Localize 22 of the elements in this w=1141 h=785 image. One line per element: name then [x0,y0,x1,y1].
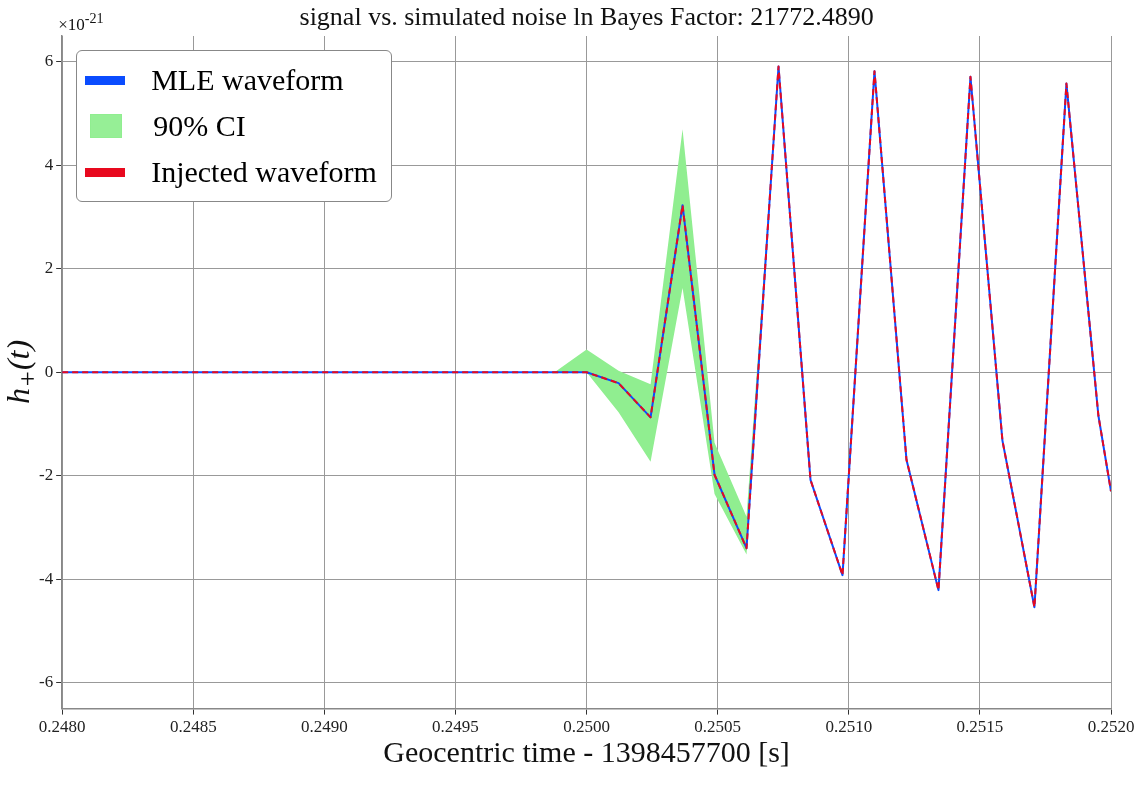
x-axis-title: Geocentric time - 1398457700 [s] [383,734,790,769]
y-tick-label: 2 [44,258,54,278]
y-tick-label: -6 [38,672,54,692]
x-tick-label: 0.2490 [301,717,348,737]
x-tick-label: 0.2485 [169,717,217,737]
x-tick-label: 0.2520 [1087,717,1135,737]
legend-label: Injected waveform [151,155,377,189]
y-tick-label: 0 [44,361,54,381]
x-tick-label: 0.2495 [432,717,479,737]
legend-label: MLE waveform [151,63,344,97]
y-tick-label: 6 [44,51,54,71]
x-tick-label: 0.2480 [38,717,86,737]
legend-label: 90% CI [153,109,246,143]
x-tick-label: 0.2515 [956,717,1004,737]
y-tick-label: 4 [44,154,54,174]
chart-title: signal vs. simulated noise ln Bayes Factor: 21772.4890 [299,2,874,32]
y-tick-label: -2 [38,465,54,485]
x-tick-label: 0.2505 [694,717,742,737]
y-tick-label: -4 [38,568,54,588]
x-tick-label: 0.2510 [825,717,873,737]
text: ×10$^{-21}$ [58,10,104,35]
x-tick-label: 0.2500 [563,717,610,737]
